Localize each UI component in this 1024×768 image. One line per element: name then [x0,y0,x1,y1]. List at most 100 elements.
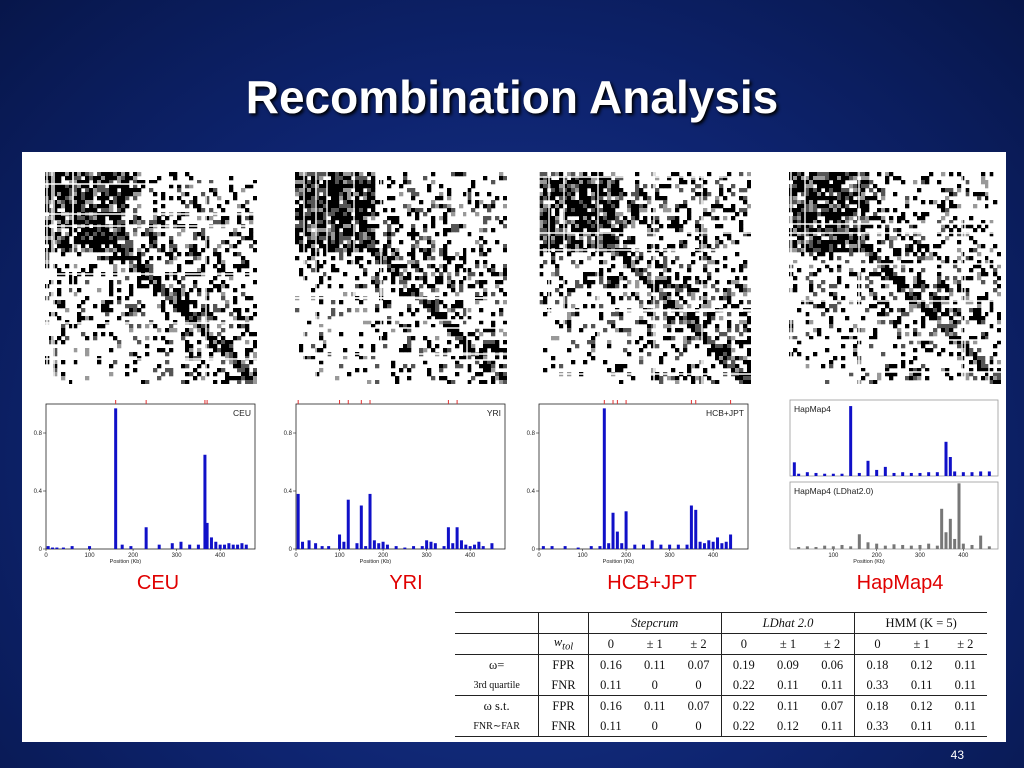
group-header-stepcrum: Stepcrum [587,612,722,634]
bar [179,541,183,549]
bar [961,472,965,476]
table-cell: 0.22 [720,716,766,737]
x-tick-label: 400 [708,553,719,559]
bar [805,472,809,476]
bar [451,543,455,549]
bar [385,544,389,549]
heatmap-hapmap4 [789,172,1001,384]
bar [970,472,974,476]
x-tick-label: 100 [828,553,839,559]
bar [346,499,350,549]
bar [729,534,733,549]
wtol-header: wtol [538,633,589,655]
table-cell: 0.18 [854,695,900,716]
bar [368,493,372,549]
x-tick-label: 300 [915,553,926,559]
bar [948,457,952,476]
bar [948,518,952,549]
bar [901,544,905,549]
bar [490,543,494,549]
bar [377,543,381,549]
bar [694,509,698,549]
bar [857,472,861,476]
row-label: ω= [455,654,539,675]
caption-ceu: CEU [136,572,180,594]
bar [892,544,896,549]
bar [236,544,240,549]
bar [468,546,472,549]
x-tick-label: 200 [128,553,139,559]
bar [394,546,398,549]
table-cell: 0.12 [899,654,944,675]
bar [892,472,896,476]
bar [51,547,55,549]
column-header: ± 2 [943,633,987,655]
table-cell: 0.06 [809,654,855,675]
table-row: FNR∼FAR FNR 0.11 0 0 0.22 0.12 0.11 0.33 0.11 0.11 [455,716,987,737]
table-cell: 0.07 [676,695,722,716]
bar [227,543,231,549]
table-cell: 0 [651,718,658,733]
bar [205,522,209,549]
bar [481,546,485,549]
bar [209,537,213,549]
bar [944,532,948,549]
bar [473,544,477,549]
x-axis-label: Position (Kb) [603,559,635,565]
x-tick-label: 400 [215,553,226,559]
bar [961,543,965,549]
table-cell: 0.11 [910,718,933,733]
bar [935,472,939,476]
bar [797,546,801,549]
slide-title: Recombination Analysis [245,71,779,123]
plot-label: HapMap4 (LDhat2.0) [794,486,874,496]
bar [805,546,809,549]
column-header: 0 [854,633,900,655]
plot-frame [295,403,506,550]
table-cell: 0.11 [777,677,799,692]
bar [459,540,463,549]
bar [355,543,359,549]
bar [429,541,433,549]
table-corner [455,613,539,634]
x-tick-label: 300 [665,553,676,559]
bar [403,547,407,549]
bar [935,545,939,549]
bar [676,544,680,549]
y-tick-label: 0.8 [34,431,43,437]
bar [129,546,133,549]
bar [442,546,446,549]
bar [831,473,835,476]
row-label: ω s.t. [455,695,539,716]
table-cell: 0.11 [633,695,677,716]
y-tick-label: 0 [532,547,536,553]
y-tick-label: 0.4 [284,489,293,495]
bar [214,541,218,549]
table-row: 3rd quartile FNR 0.11 0 0 0.22 0.11 0.11 0.33 0.1… [455,675,987,696]
content-panel: CEU 0 0.4 0.8 0 100 200 300 400 Position (Kb) YRI… [22,152,1006,742]
bar [840,473,844,476]
table-cell: 0.22 [720,675,766,696]
bar [203,454,207,549]
x-tick-label: 300 [422,553,433,559]
bar [120,544,124,549]
bar [953,471,957,476]
bar [866,542,870,549]
bar [46,546,50,549]
table-row: ω= FPR 0.16 0.11 0.07 0.19 0.09 0.06 0.18 0.12 0.1… [455,654,987,675]
bar [61,547,65,549]
bar [702,543,706,549]
table-cell: 0 [695,677,702,692]
table-corner [455,633,539,655]
bar [797,473,801,476]
metric-label: FPR [538,654,589,675]
bar [875,469,879,476]
plot-label: YRI [487,408,501,418]
column-header: ± 2 [676,633,722,655]
bar [464,544,468,549]
y-tick-label: 0 [289,547,293,553]
bar [866,460,870,476]
table-row: ω s.t. FPR 0.16 0.11 0.07 0.22 0.11 0.07 0.18 0.1… [455,695,987,716]
bar [364,546,368,549]
bar [188,544,192,549]
